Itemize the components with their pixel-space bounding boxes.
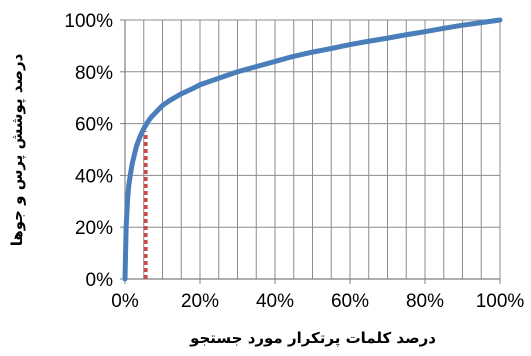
y-tick-label: 60% xyxy=(75,115,113,136)
tick-labels: 0% 20% 40% 60% 80% 100% 0% 20% 40% 60% 80% 100% xyxy=(64,11,524,312)
y-axis-title: درصد پوشش پرس و جوها xyxy=(8,53,27,246)
y-tick-label: 80% xyxy=(75,63,113,84)
x-axis-title: درصد کلمات پرتکرار مورد جستجو xyxy=(189,329,436,348)
coverage-curve xyxy=(122,17,503,282)
grid xyxy=(125,19,501,279)
x-tick-label: 100% xyxy=(476,291,525,312)
y-tick-label: 0% xyxy=(86,270,114,291)
x-tick-label: 80% xyxy=(406,291,444,312)
x-tick-label: 0% xyxy=(111,291,139,312)
series-layer xyxy=(122,17,503,282)
x-tick-label: 60% xyxy=(331,291,369,312)
y-tick-label: 40% xyxy=(75,166,113,187)
y-tick-label: 20% xyxy=(75,218,113,239)
axes xyxy=(120,19,501,284)
y-tick-label: 100% xyxy=(64,11,113,32)
x-tick-label: 40% xyxy=(256,291,294,312)
x-tick-label: 20% xyxy=(181,291,219,312)
